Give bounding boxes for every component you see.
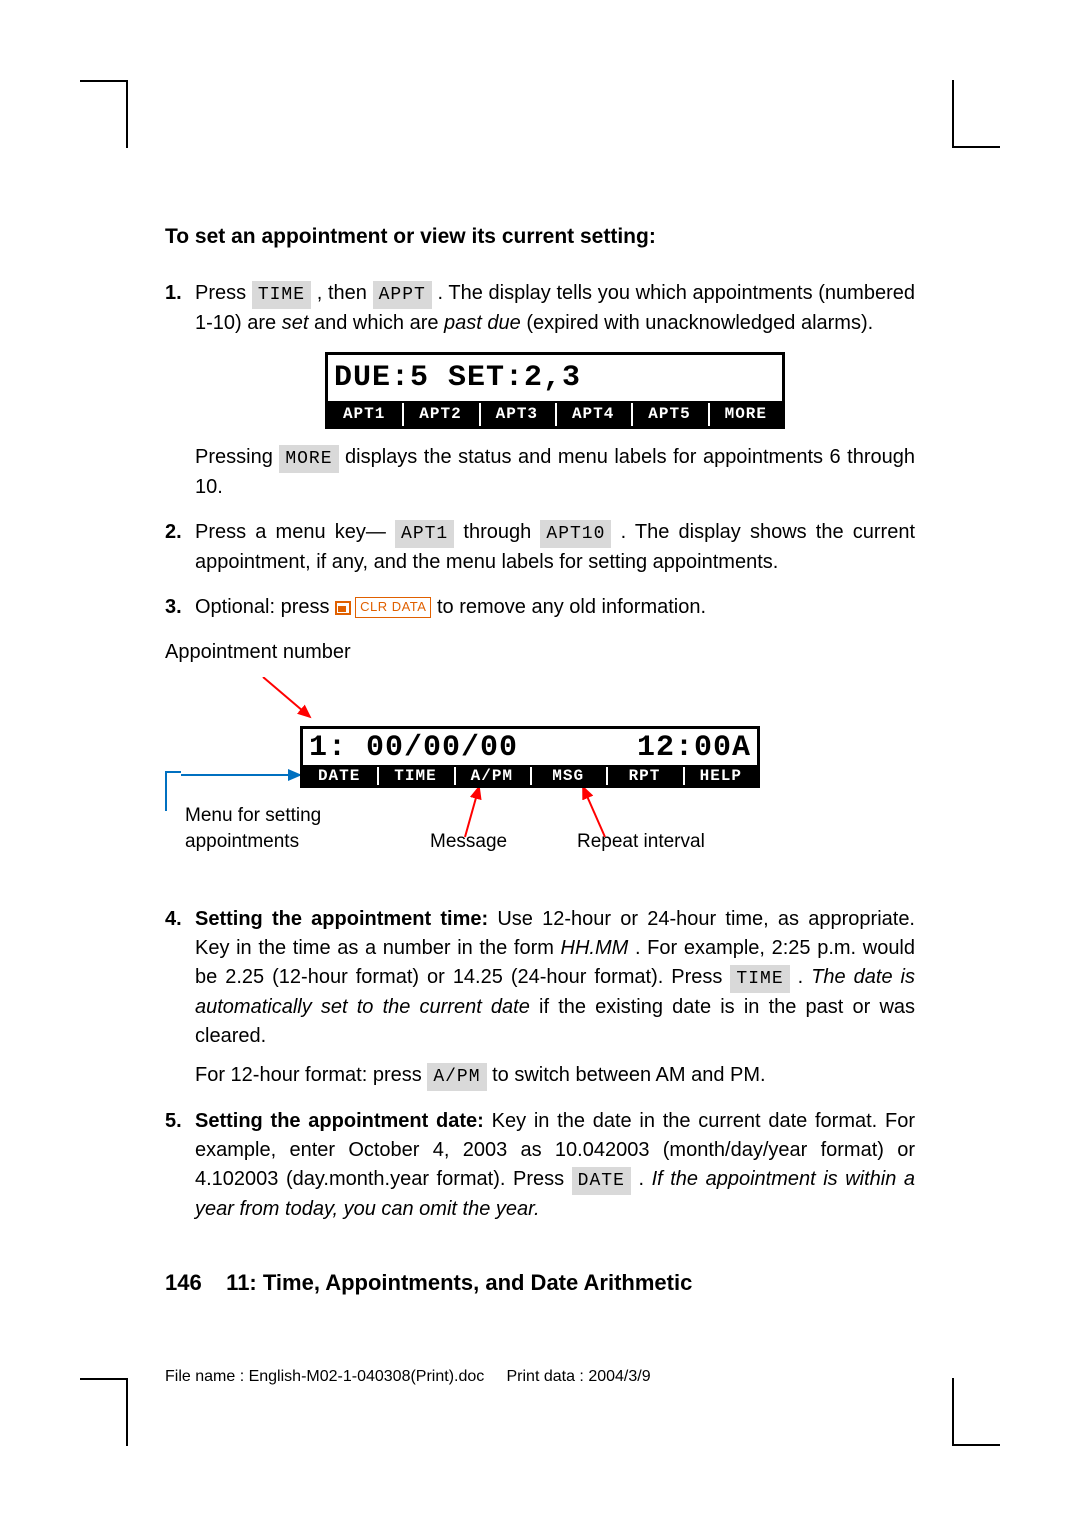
file-name: File name : English-M02-1-040308(Print).…: [165, 1368, 484, 1385]
lcd-display-1: DUE:5 SET:2,3 APT1 APT2 APT3 APT4 APT5 M…: [325, 352, 785, 429]
text-ital: set: [282, 312, 309, 334]
lcd-menu-item: APT1: [328, 403, 400, 426]
step-1: Press TIME , then APPT . The display tel…: [165, 279, 915, 502]
annotation-appt-number: Appointment number: [165, 638, 915, 667]
lcd-menu-item: TIME: [377, 767, 451, 785]
text-ital: past due: [444, 312, 521, 334]
step-title: Setting the appointment date:: [195, 1110, 484, 1132]
lcd-text-right: 12:00A: [637, 731, 751, 765]
annotation-repeat: Repeat interval: [577, 831, 705, 853]
lcd-menu-item: MORE: [708, 403, 782, 426]
annotation-menu-2: appointments: [185, 831, 299, 853]
annotation-message: Message: [430, 831, 507, 853]
lcd-menu-item: MSG: [530, 767, 604, 785]
lcd-line: DUE:5 SET:2,3: [328, 355, 782, 401]
step-title: Setting the appointment time:: [195, 908, 488, 930]
keycap-date: DATE: [572, 1167, 631, 1195]
keycap-appt: APPT: [373, 281, 432, 309]
text: , then: [317, 282, 373, 304]
text: Pressing: [195, 446, 279, 468]
section-heading: To set an appointment or view its curren…: [165, 225, 915, 249]
page-content: To set an appointment or view its curren…: [165, 225, 915, 1240]
shift-icon: [335, 601, 351, 615]
step-3: Optional: press CLR DATA to remove any o…: [165, 593, 915, 622]
text: to remove any old information.: [437, 596, 706, 618]
text: (expired with unacknowledged alarms).: [526, 312, 873, 334]
lcd-menu-item: RPT: [606, 767, 680, 785]
blue-bracket: [165, 771, 181, 811]
crop-mark-tl: [80, 80, 128, 148]
lcd-display-2: 1: 00/00/00 12:00A DATE TIME A/PM MSG RP…: [300, 726, 760, 788]
text-ital: HH.MM: [561, 937, 629, 959]
lcd-menu-item: A/PM: [454, 767, 528, 785]
lcd-text-left: 1: 00/00/00: [309, 731, 518, 765]
keycap-more: MORE: [279, 445, 338, 473]
lcd-annotation-block: 1: 00/00/00 12:00A DATE TIME A/PM MSG RP…: [165, 677, 915, 877]
crop-mark-tr: [952, 80, 1000, 148]
lcd-menu: APT1 APT2 APT3 APT4 APT5 MORE: [328, 401, 782, 426]
keycap-apm: A/PM: [427, 1063, 486, 1091]
annotation-menu-1: Menu for setting: [185, 805, 321, 827]
text: For 12-hour format: press: [195, 1064, 427, 1086]
keycap-apt1: APT1: [395, 520, 454, 548]
keycap-time: TIME: [730, 965, 789, 993]
print-date: Print data : 2004/3/9: [507, 1368, 651, 1385]
keycap-clr-data: CLR DATA: [335, 597, 431, 618]
text: and which are: [314, 312, 444, 334]
keycap-time: TIME: [252, 281, 311, 309]
lcd-menu: DATE TIME A/PM MSG RPT HELP: [303, 765, 757, 785]
lcd-menu-item: APT3: [479, 403, 553, 426]
lcd-menu-item: APT5: [631, 403, 705, 426]
keycap-apt10: APT10: [540, 520, 611, 548]
lcd-menu-item: APT4: [555, 403, 629, 426]
text: Press a menu key—: [195, 521, 395, 543]
step-5: Setting the appointment date: Key in the…: [165, 1107, 915, 1224]
lcd-menu-item: APT2: [402, 403, 476, 426]
page-footer: 146 11: Time, Appointments, and Date Ari…: [165, 1270, 692, 1296]
lcd-menu-item: HELP: [683, 767, 757, 785]
text: Optional: press: [195, 596, 335, 618]
text: to switch between AM and PM.: [492, 1064, 765, 1086]
step-list-2: Setting the appointment time: Use 12-hou…: [165, 905, 915, 1224]
text: .: [638, 1168, 651, 1190]
lcd-line: 1: 00/00/00 12:00A: [303, 729, 757, 765]
text: Press: [195, 282, 252, 304]
file-footer: File name : English-M02-1-040308(Print).…: [165, 1368, 651, 1386]
sub-paragraph: For 12-hour format: press A/PM to switch…: [195, 1061, 915, 1091]
crop-mark-bl: [80, 1378, 128, 1446]
text: through: [463, 521, 540, 543]
clr-data-label: CLR DATA: [355, 597, 431, 618]
text: .: [798, 966, 812, 988]
step-4: Setting the appointment time: Use 12-hou…: [165, 905, 915, 1091]
crop-mark-br: [952, 1378, 1000, 1446]
step-2: Press a menu key— APT1 through APT10 . T…: [165, 518, 915, 577]
step-list: Press TIME , then APPT . The display tel…: [165, 279, 915, 622]
lcd-menu-item: DATE: [303, 767, 375, 785]
page-number: 146: [165, 1270, 202, 1295]
chapter-title: 11: Time, Appointments, and Date Arithme…: [226, 1270, 692, 1295]
sub-paragraph: Pressing MORE displays the status and me…: [195, 443, 915, 502]
